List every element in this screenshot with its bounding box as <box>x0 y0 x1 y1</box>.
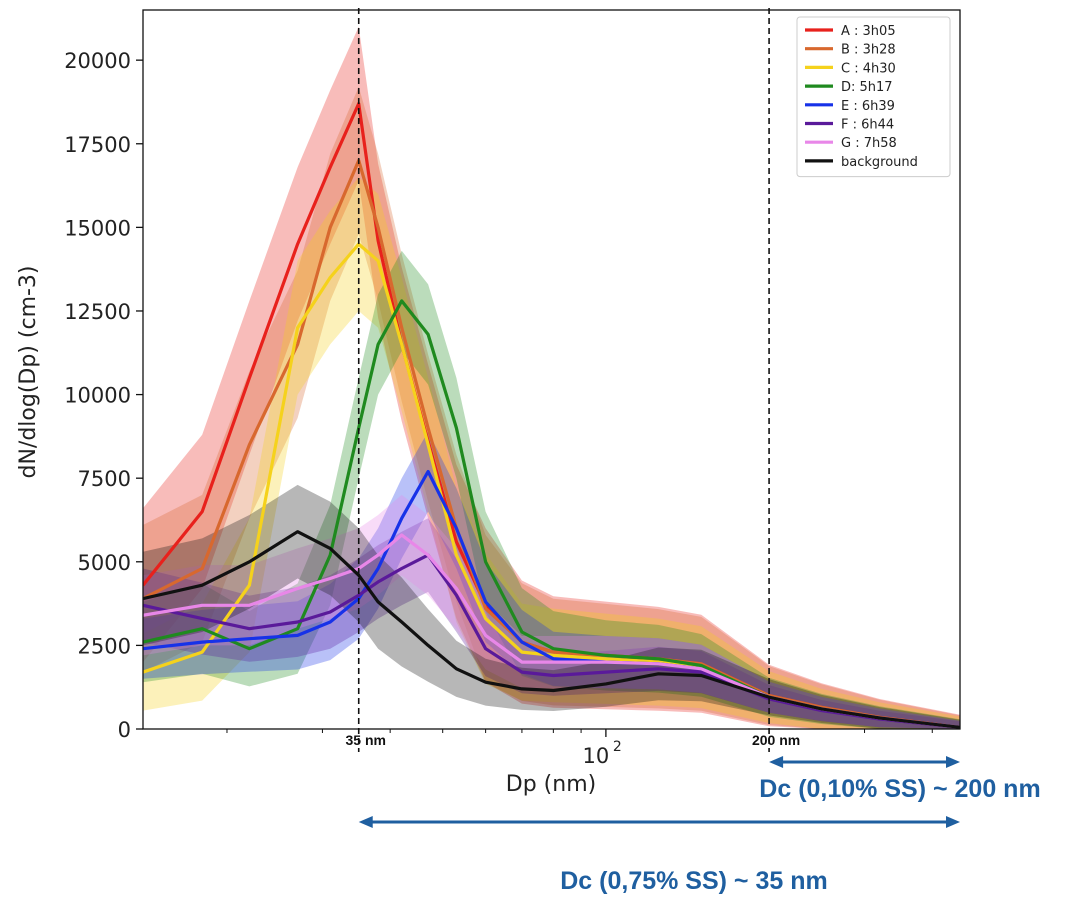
band-g-7h58 <box>143 494 960 729</box>
band-c-4h30 <box>143 177 960 729</box>
cutoff-lines: 35 nm 200 nm <box>345 8 800 752</box>
band-b-3h28 <box>143 86 960 729</box>
legend-label-c-4h30: C : 4h30 <box>841 61 896 76</box>
annotation-arrow-head-right <box>946 756 960 768</box>
legend-label-d-5h17: D: 5h17 <box>841 80 893 95</box>
x-axis-ticks: 10 2 <box>226 729 933 768</box>
series-line-background <box>143 530 960 729</box>
y-tick-label: 12500 <box>64 300 131 324</box>
x-tick-label: 10 <box>583 744 610 768</box>
legend-box <box>796 16 951 178</box>
annotation-label: Dc (0,10% SS) ~ 200 nm <box>759 775 1040 803</box>
y-tick-label: 15000 <box>64 216 131 240</box>
cutoff-annotations: Dc (0,10% SS) ~ 200 nm Dc (0,75% SS) ~ 35… <box>358 756 1041 895</box>
y-tick-label: 2500 <box>78 634 131 658</box>
legend-label-f-6h44: F : 6h44 <box>841 118 894 133</box>
annotation-arrow-head-left <box>769 756 784 768</box>
legend: A : 3h05 B : 3h28 C : 4h30 D: 5h17 E : 6h39 F… <box>796 16 951 178</box>
band-background <box>143 484 960 729</box>
band-a-3h05 <box>143 26 960 729</box>
y-tick-label: 17500 <box>64 133 131 157</box>
plot-frame-rect <box>142 9 961 730</box>
y-tick-label: 0 <box>118 718 131 742</box>
legend-label-a-3h05: A : 3h05 <box>841 24 896 39</box>
band-d-5h17 <box>143 250 960 729</box>
legend-label-e-6h39: E : 6h39 <box>841 99 895 114</box>
band-e-6h39 <box>143 431 960 729</box>
y-tick-label: 5000 <box>78 551 131 575</box>
y-axis-title: dN/dlog(Dp) (cm-3) <box>16 265 41 478</box>
annotation-label: Dc (0,75% SS) ~ 35 nm <box>560 867 827 895</box>
legend-label-g-7h58: G : 7h58 <box>841 136 897 151</box>
x-tick-exponent: 2 <box>613 739 622 755</box>
legend-label-background: background <box>841 155 918 170</box>
annotation-arrow-head-left <box>358 816 373 828</box>
x-axis-title: Dp (nm) <box>506 772 596 797</box>
annotation-arrow-head-right <box>946 816 960 828</box>
cutoff-label-200-nm: 200 nm <box>752 732 800 748</box>
y-tick-label: 7500 <box>78 467 131 491</box>
y-tick-label: 20000 <box>64 49 131 73</box>
y-tick-label: 10000 <box>64 384 131 408</box>
series-lines <box>143 101 960 729</box>
y-axis-ticks: 0 2500 5000 7500 10000 12500 15000 17500 20000 <box>64 49 143 742</box>
plot-frame <box>142 9 961 730</box>
cutoff-label-35-nm: 35 nm <box>345 732 385 748</box>
legend-label-b-3h28: B : 3h28 <box>841 43 896 58</box>
